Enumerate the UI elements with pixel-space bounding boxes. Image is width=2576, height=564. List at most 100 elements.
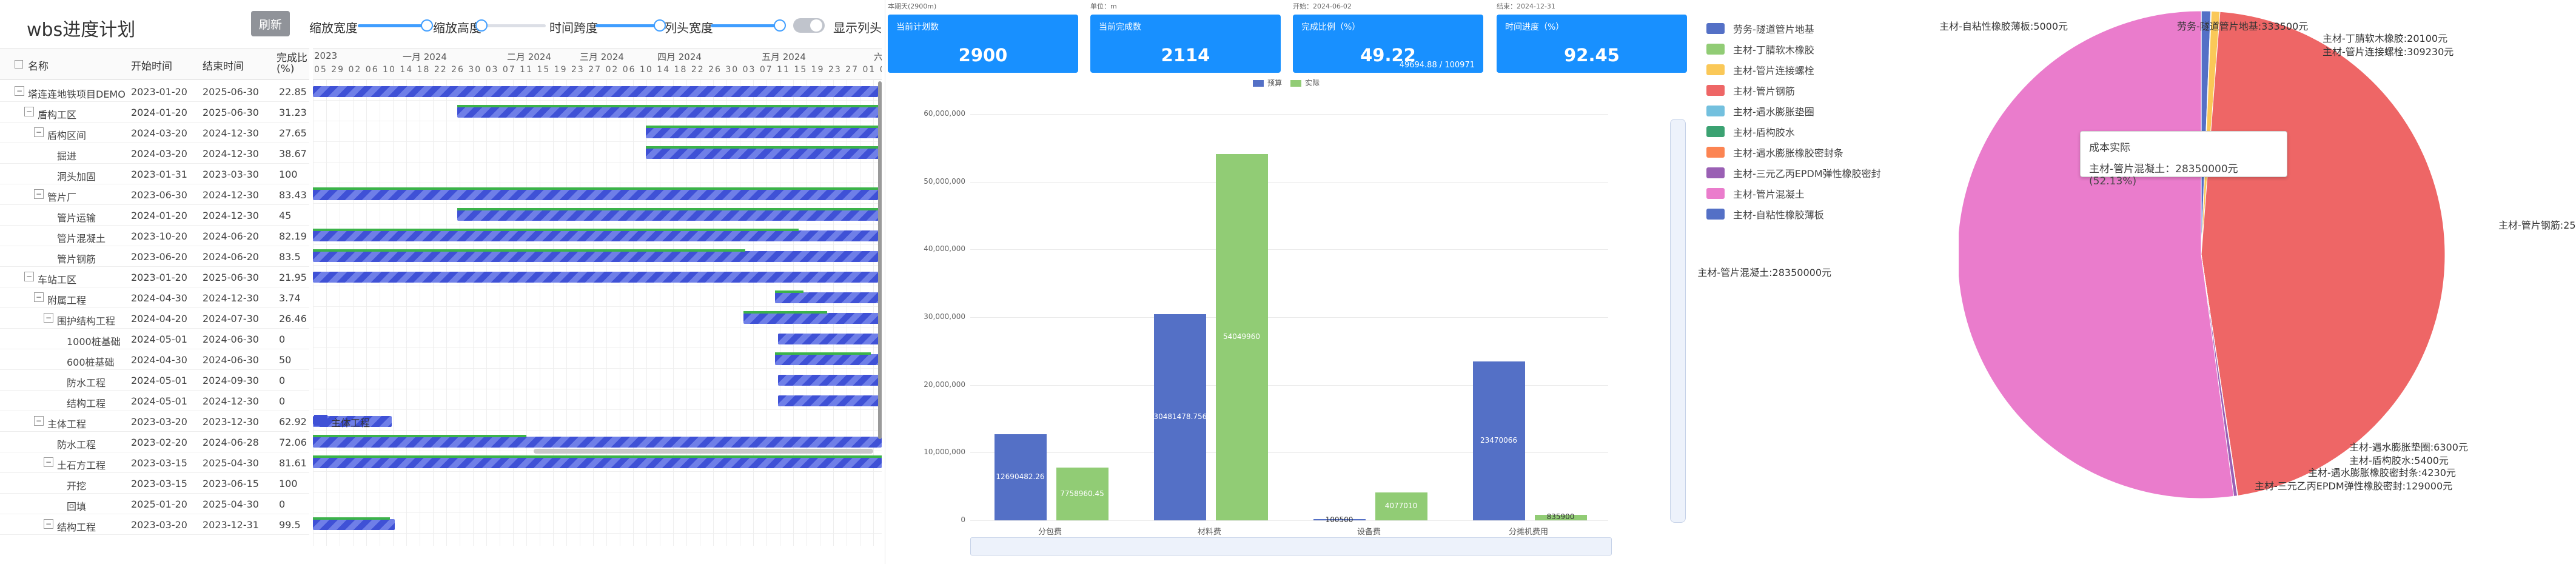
- gantt-bar[interactable]: [313, 517, 395, 530]
- table-row[interactable]: 管片运输 2024-01-20 2024-12-30 45: [0, 205, 309, 226]
- slider-knob[interactable]: [475, 19, 488, 32]
- gantt-milestone-icon[interactable]: [314, 415, 327, 426]
- gantt-bar[interactable]: [774, 352, 882, 365]
- pie-legend-item[interactable]: 主材-自粘性橡胶薄板: [1706, 204, 1881, 224]
- table-row[interactable]: − 塔连连地铁项目DEMO 2023-01-20 2025-06-30 22.85: [0, 81, 309, 102]
- collapse-icon[interactable]: −: [44, 519, 53, 529]
- pie-legend-item[interactable]: 主材-三元乙丙EPDM弹性橡胶密封: [1706, 163, 1881, 183]
- bar-plan[interactable]: 30481478.7568: [1153, 314, 1212, 520]
- bar-plan[interactable]: 100500: [1313, 515, 1366, 524]
- pie-legend-item[interactable]: 主材-遇水膨胀垫圈: [1706, 101, 1881, 121]
- gantt-bar[interactable]: [313, 86, 882, 97]
- table-row[interactable]: 管片混凝土 2023-10-20 2024-06-20 82.19: [0, 226, 309, 246]
- zoom-width-slider[interactable]: [358, 19, 433, 32]
- table-row[interactable]: − 车站工区 2023-01-20 2025-06-30 21.95: [0, 267, 309, 287]
- pie-legend-item[interactable]: 主材-遇水膨胀橡胶密封条: [1706, 142, 1881, 163]
- gantt-bar[interactable]: [313, 455, 882, 468]
- col-name[interactable]: 名称: [28, 61, 49, 73]
- collapse-icon[interactable]: −: [24, 272, 34, 281]
- gantt-bar[interactable]: [777, 375, 882, 386]
- horizontal-zoom-slider[interactable]: [970, 537, 1612, 556]
- collapse-icon[interactable]: −: [44, 457, 53, 467]
- collapse-icon[interactable]: −: [24, 107, 34, 116]
- collapse-icon[interactable]: −: [34, 189, 44, 199]
- col-end[interactable]: 结束时间: [203, 61, 244, 73]
- gantt-bar[interactable]: [313, 416, 392, 427]
- bar-actual[interactable]: 4077010: [1375, 492, 1427, 520]
- collapse-icon[interactable]: −: [44, 313, 53, 323]
- gantt-bar[interactable]: [646, 126, 882, 138]
- bar-plan[interactable]: 23470066: [1472, 361, 1525, 520]
- bar-actual[interactable]: 7758960.45: [1056, 468, 1109, 520]
- table-row[interactable]: − 盾构区间 2024-03-20 2024-12-30 27.65: [0, 123, 309, 143]
- table-row[interactable]: 结构工程 2024-05-01 2024-12-30 0: [0, 391, 309, 411]
- table-row[interactable]: − 附属工程 2024-04-30 2024-12-30 3.74: [0, 287, 309, 308]
- zoom-height-slider[interactable]: [475, 19, 546, 32]
- refresh-button[interactable]: 刷新: [251, 11, 290, 36]
- vertical-zoom-slider[interactable]: [1670, 119, 1686, 523]
- row-start: 2023-01-20: [131, 272, 187, 283]
- gantt-bar[interactable]: [646, 146, 882, 159]
- collapse-icon[interactable]: −: [34, 416, 44, 426]
- gantt-bar[interactable]: [457, 208, 882, 221]
- time-span-slider[interactable]: [595, 19, 666, 32]
- bar-actual[interactable]: 835900: [1534, 512, 1587, 521]
- col-start[interactable]: 开始时间: [131, 61, 172, 73]
- bar-legend-actual[interactable]: 实际: [1290, 78, 1320, 88]
- gantt-bar[interactable]: [777, 334, 882, 344]
- gantt-bar[interactable]: [313, 229, 882, 241]
- gantt-bar[interactable]: [313, 249, 882, 262]
- pie-legend-item[interactable]: 主材-盾构胶水: [1706, 121, 1881, 142]
- col-width-slider[interactable]: [711, 19, 786, 32]
- pie-legend-item[interactable]: 主材-管片钢筋: [1706, 80, 1881, 101]
- show-header-toggle[interactable]: [793, 18, 825, 33]
- pie-legend-item[interactable]: 主材-丁腈软木橡胶: [1706, 39, 1881, 59]
- gantt-bar[interactable]: [313, 272, 882, 283]
- collapse-all-icon[interactable]: [15, 60, 23, 69]
- table-row[interactable]: 洞头加固 2023-01-31 2023-03-30 100: [0, 164, 309, 184]
- table-row[interactable]: 1000桩基础 2024-05-01 2024-06-30 0: [0, 329, 309, 349]
- bar-legend-plan[interactable]: 预算: [1253, 78, 1282, 88]
- gantt-bar[interactable]: [313, 187, 882, 200]
- table-row[interactable]: 掘进 2024-03-20 2024-12-30 38.67: [0, 143, 309, 164]
- collapse-icon[interactable]: −: [34, 127, 44, 137]
- pie-legend-item[interactable]: 主材-管片混凝土: [1706, 183, 1881, 204]
- vertical-scrollbar[interactable]: [878, 81, 882, 439]
- table-row[interactable]: − 管片厂 2023-06-30 2024-12-30 83.43: [0, 184, 309, 205]
- table-row[interactable]: − 盾构工区 2024-01-20 2025-06-30 31.23: [0, 102, 309, 123]
- gantt-bar[interactable]: [313, 435, 882, 448]
- table-row[interactable]: 回填 2025-01-20 2025-04-30 0: [0, 494, 309, 514]
- collapse-icon[interactable]: −: [34, 292, 44, 302]
- pie-slice[interactable]: [2201, 11, 2446, 497]
- row-end: 2025-06-30: [203, 86, 259, 98]
- slider-knob[interactable]: [654, 19, 666, 32]
- collapse-icon[interactable]: −: [15, 86, 24, 96]
- pie-slice[interactable]: [1959, 10, 2235, 499]
- col-pct[interactable]: 完成比(%): [277, 52, 307, 75]
- slider-knob[interactable]: [774, 19, 786, 32]
- row-start: 2023-10-20: [131, 230, 187, 242]
- table-row[interactable]: − 土石方工程 2023-03-15 2025-04-30 81.61: [0, 452, 309, 473]
- table-row[interactable]: − 围护结构工程 2024-04-20 2024-07-30 26.46: [0, 308, 309, 329]
- horizontal-scrollbar[interactable]: [534, 449, 873, 454]
- gantt-bar[interactable]: [777, 395, 882, 406]
- table-row[interactable]: 管片钢筋 2023-06-20 2024-06-20 83.5: [0, 246, 309, 267]
- table-row[interactable]: 开挖 2023-03-15 2023-06-15 100: [0, 473, 309, 494]
- table-row[interactable]: 防水工程 2023-02-20 2024-06-28 72.06: [0, 432, 309, 452]
- gantt-bar[interactable]: [743, 311, 882, 324]
- bar-plan[interactable]: 12690482.26: [994, 434, 1047, 520]
- gantt-progress: [743, 311, 828, 314]
- table-row[interactable]: − 结构工程 2023-03-20 2023-12-31 99.5: [0, 514, 309, 535]
- table-row[interactable]: 600桩基础 2024-04-30 2024-06-30 50: [0, 349, 309, 370]
- pie-legend-item[interactable]: 主材-管片连接螺栓: [1706, 59, 1881, 80]
- legend-swatch: [1290, 80, 1301, 87]
- table-row[interactable]: 防水工程 2024-05-01 2024-09-30 0: [0, 370, 309, 391]
- row-end: 2025-06-30: [203, 107, 259, 118]
- table-row[interactable]: − 主体工程 2023-03-20 2023-12-30 62.92: [0, 411, 309, 432]
- gantt-bar[interactable]: [774, 290, 882, 303]
- row-start: 2024-04-20: [131, 313, 187, 324]
- pie-legend-item[interactable]: 劳务-隧道管片地基: [1706, 18, 1881, 39]
- slider-knob[interactable]: [421, 19, 433, 32]
- bar-actual[interactable]: 54049960: [1215, 154, 1268, 520]
- gantt-bar[interactable]: [457, 105, 882, 118]
